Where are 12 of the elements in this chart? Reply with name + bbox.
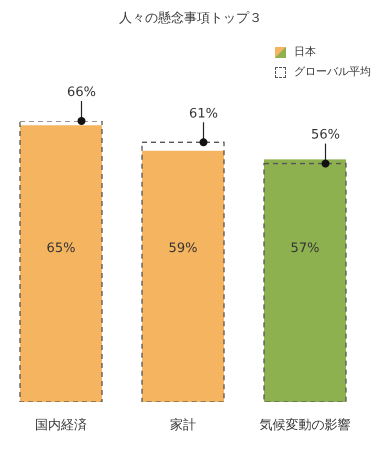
x-tick-label: 気候変動の影響 [260, 417, 350, 434]
data-label: 59% [168, 241, 198, 256]
data-label: 57% [290, 241, 320, 256]
data-label: 61% [189, 106, 218, 122]
x-tick-label: 家計 [170, 417, 196, 434]
data-label: 66% [67, 85, 96, 100]
data-label: 56% [311, 128, 340, 143]
x-tick-label: 国内経済 [35, 417, 87, 434]
chart-title: 人々の懸念事項トップ３ [118, 10, 263, 27]
legend-label: 日本 [294, 44, 316, 60]
legend-label: グローバル平均 [294, 64, 371, 80]
data-label: 65% [46, 241, 76, 256]
